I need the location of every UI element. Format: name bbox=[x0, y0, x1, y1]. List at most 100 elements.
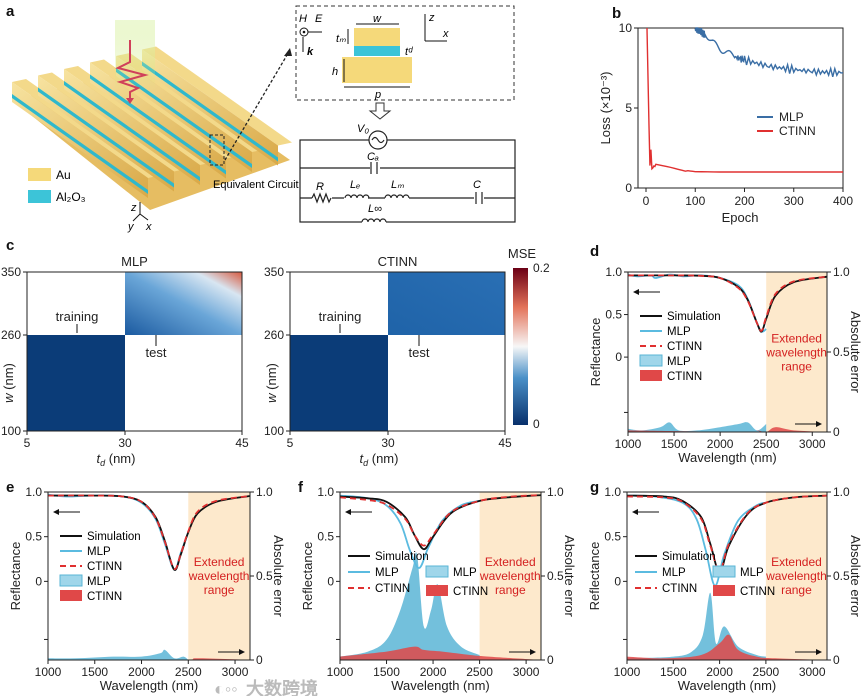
panel-label-f: f bbox=[298, 479, 304, 496]
axis-x-label: x bbox=[145, 221, 152, 233]
label-rest: (nm) bbox=[105, 451, 135, 466]
x-axis-label: td (nm) bbox=[360, 451, 399, 468]
x-tick-label: 3000 bbox=[222, 665, 249, 679]
x-tick-label: 3000 bbox=[799, 437, 826, 451]
series-line-ctinn bbox=[627, 274, 828, 332]
y-tick-label: 100 bbox=[1, 424, 21, 438]
error-area-ctinn bbox=[627, 634, 827, 660]
reflectance-chart-f: 1000 1500 2000 2500 3000 0 0.5 1.0 0 0.5 1.0 Wavele… bbox=[300, 485, 577, 693]
h-dim-label: h bbox=[332, 66, 338, 78]
extended-range-label: Extended bbox=[771, 555, 822, 569]
legend-label: Simulation bbox=[87, 531, 141, 543]
schematic-z-label: z bbox=[428, 12, 435, 24]
x-tick-label: 1000 bbox=[614, 665, 641, 679]
y-axis-var: w bbox=[264, 392, 279, 403]
legend-label: MLP bbox=[375, 567, 399, 579]
tm-label: tₘ bbox=[336, 33, 346, 45]
y-tick-label: 0 bbox=[327, 574, 334, 588]
schematic-x-label: x bbox=[442, 28, 449, 40]
x-tick-label: 5 bbox=[24, 436, 31, 450]
y2-tick-label: 0 bbox=[833, 653, 840, 667]
y-tick-label: 350 bbox=[264, 265, 284, 279]
w-label: w bbox=[373, 13, 382, 25]
watermark-text: 大数跨境 bbox=[246, 678, 318, 696]
error-area-mlp bbox=[628, 422, 767, 432]
y-tick-label: 0 bbox=[614, 574, 621, 588]
lm-label: Lₘ bbox=[391, 179, 404, 191]
zoom-region-box bbox=[209, 134, 225, 166]
label-rest: (nm) bbox=[368, 451, 398, 466]
legend-label: CTINN bbox=[453, 586, 488, 598]
circuit-labels: V₀ Cₐ R Lₑ Lₘ C L∞ bbox=[316, 123, 481, 215]
metal-top bbox=[354, 28, 400, 46]
dielectric-layer bbox=[354, 46, 400, 56]
legend-swatch-ctinn-error bbox=[640, 370, 662, 381]
series-line-mlp bbox=[694, 27, 844, 78]
y-tick-label: 1.0 bbox=[605, 265, 622, 279]
label-var: t bbox=[360, 451, 365, 466]
e-label: E bbox=[315, 13, 323, 25]
series-line-ctinn bbox=[646, 27, 843, 173]
y-axis-label: Reflectance bbox=[8, 542, 23, 611]
extended-range-label: wavelength bbox=[765, 569, 827, 583]
reflectance-chart-e: 1000 1500 2000 2500 3000 0 0.5 1.0 0 0.5 1.0 Wavele… bbox=[8, 485, 286, 693]
extended-range-label: range bbox=[495, 583, 526, 597]
extended-range-region bbox=[479, 492, 541, 660]
x-tick-label: 2500 bbox=[175, 665, 202, 679]
x-tick-label: 2500 bbox=[466, 665, 493, 679]
x-axis-label: Wavelength (nm) bbox=[391, 678, 490, 693]
linf-label: L∞ bbox=[368, 203, 382, 215]
extended-range-label: wavelength bbox=[479, 569, 541, 583]
series-line-ctinn bbox=[339, 494, 542, 547]
light-beam bbox=[115, 20, 155, 90]
coordinate-axes: z y x bbox=[127, 202, 152, 233]
x-tick-label: 2500 bbox=[753, 665, 780, 679]
x-tick-label: 2000 bbox=[706, 665, 733, 679]
arrow-head bbox=[345, 509, 351, 515]
inductor-linf-icon bbox=[361, 218, 387, 223]
x-tick-label: 1000 bbox=[615, 437, 642, 451]
reflectance-chart-d: 1000 1500 2000 2500 3000 0 0.5 1.0 0 0.5 1.0 Wavele… bbox=[588, 265, 863, 465]
x-tick-label: 1500 bbox=[373, 665, 400, 679]
x-tick-label: 2000 bbox=[707, 437, 734, 451]
legend-label: CTINN bbox=[87, 591, 122, 603]
colorbar bbox=[513, 268, 528, 425]
x-tick-label: 45 bbox=[498, 436, 512, 450]
y-tick-label: 0.5 bbox=[605, 308, 622, 322]
x-axis-label: Wavelength (nm) bbox=[678, 450, 777, 465]
resistor-icon bbox=[311, 192, 332, 204]
td-label: tᵈ bbox=[405, 46, 413, 58]
au-label: Au bbox=[56, 168, 71, 182]
extended-range-region bbox=[766, 272, 827, 432]
arrow-head bbox=[633, 289, 639, 295]
y-tick-label: 0.5 bbox=[317, 530, 334, 544]
legend-label: Simulation bbox=[375, 551, 429, 563]
colorbar-label: MSE bbox=[508, 246, 537, 261]
y2-tick-label: 0.5 bbox=[547, 569, 564, 583]
heatmap-training-region bbox=[27, 335, 125, 431]
error-area-ctinn bbox=[340, 646, 541, 660]
inductor-le-icon bbox=[344, 194, 370, 199]
y2-tick-label: 1.0 bbox=[833, 485, 850, 499]
circuit-title: Equivalent Circuit bbox=[213, 179, 299, 191]
zoom-arrow bbox=[224, 49, 291, 161]
y-tick-label: 0.5 bbox=[25, 530, 42, 544]
y-axis-label: Loss (×10⁻³) bbox=[598, 72, 613, 145]
y-tick-label: 5 bbox=[625, 101, 632, 115]
legend-label: MLP bbox=[453, 567, 477, 579]
series-line-ctinn bbox=[47, 494, 251, 570]
label-sub: d bbox=[363, 458, 369, 468]
grating-bar-dielectric bbox=[64, 81, 200, 181]
y-tick-label: 100 bbox=[264, 424, 284, 438]
arrow-head bbox=[632, 509, 638, 515]
metal-base bbox=[342, 57, 412, 83]
axis-y-label: y bbox=[127, 221, 135, 233]
legend-swatch-ctinn-error bbox=[713, 585, 735, 596]
ca-label: Cₐ bbox=[367, 151, 379, 163]
y-axis-var: w bbox=[1, 392, 16, 403]
incident-wave-icon bbox=[115, 40, 149, 100]
y-axis-label: Reflectance bbox=[588, 318, 603, 387]
al2o3-swatch bbox=[28, 190, 51, 203]
extended-range-region bbox=[188, 492, 250, 660]
legend-swatch-mlp-error bbox=[712, 565, 736, 578]
